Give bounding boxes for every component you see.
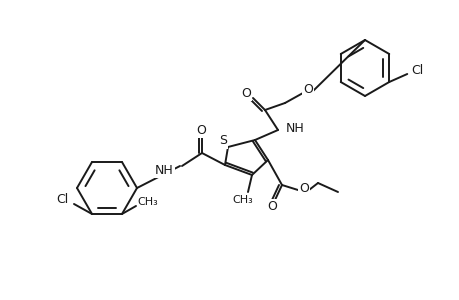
Text: CH₃: CH₃ xyxy=(232,195,253,205)
Text: Cl: Cl xyxy=(56,194,68,206)
Text: O: O xyxy=(196,124,206,136)
Text: S: S xyxy=(218,134,226,148)
Text: O: O xyxy=(241,86,251,100)
Text: O: O xyxy=(267,200,276,214)
Text: NH: NH xyxy=(155,164,174,176)
Text: Cl: Cl xyxy=(410,64,422,76)
Text: O: O xyxy=(298,182,308,194)
Text: O: O xyxy=(302,82,312,95)
Text: CH₃: CH₃ xyxy=(137,197,158,207)
Text: NH: NH xyxy=(285,122,304,134)
